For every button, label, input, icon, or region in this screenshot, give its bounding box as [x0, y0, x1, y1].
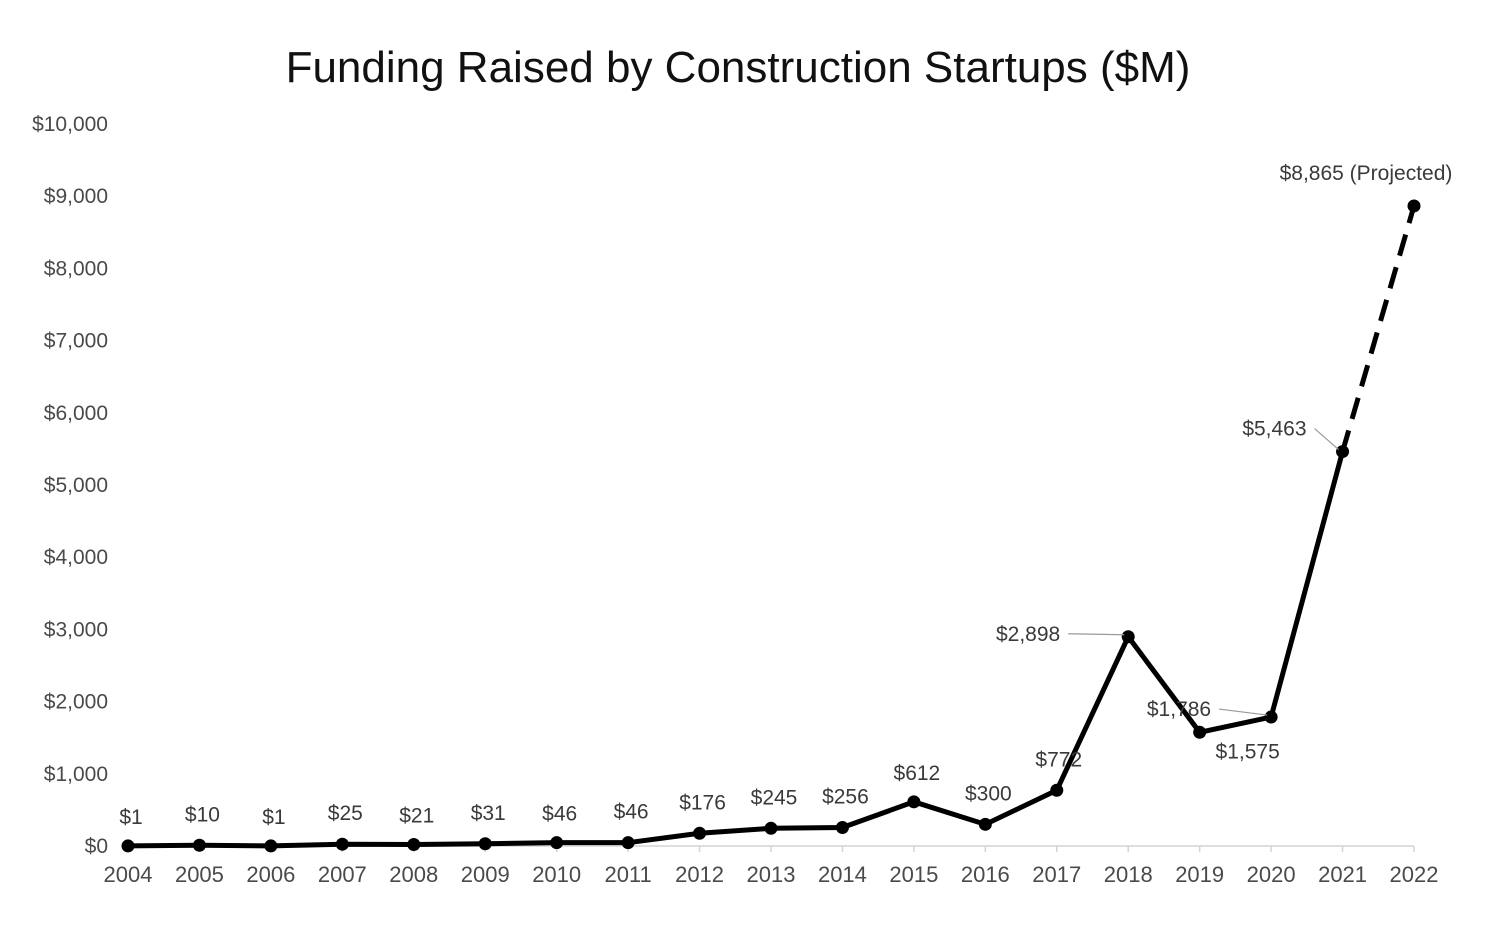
data-point	[1407, 199, 1421, 213]
y-tick-label: $2,000	[44, 691, 108, 714]
data-label-leader	[1314, 428, 1339, 451]
y-tick-label: $8,000	[44, 257, 108, 280]
data-point	[407, 837, 421, 851]
data-point	[978, 817, 992, 831]
y-tick-label: $4,000	[44, 546, 108, 569]
data-label-leader	[1068, 633, 1125, 636]
series-line-projected	[1340, 205, 1417, 453]
data-label: $1	[119, 806, 142, 829]
data-point	[835, 821, 849, 835]
data-point	[1121, 630, 1135, 644]
x-tick-label: 2006	[246, 862, 295, 887]
data-label: $300	[965, 782, 1012, 805]
x-tick-label: 2017	[1032, 862, 1081, 887]
data-point	[192, 838, 206, 852]
y-tick-label: $3,000	[44, 618, 108, 641]
data-label: $256	[822, 786, 869, 809]
data-label: $1	[262, 806, 285, 829]
y-axis: $0 $1,000 $2,000 $3,000 $4,000 $5,000 $6,000 $7…	[32, 113, 108, 858]
data-point	[1336, 445, 1350, 459]
x-axis: 2004 2005 2006 2007 2008 2009 2010 2011 2012 2013…	[104, 845, 1439, 887]
data-point	[693, 826, 707, 840]
data-label: $10	[185, 803, 220, 826]
data-label: $46	[542, 803, 577, 826]
x-tick-label: 2005	[175, 862, 224, 887]
data-label: $772	[1035, 748, 1082, 771]
x-tick-label: 2018	[1104, 862, 1153, 887]
data-label: $1,575	[1216, 740, 1280, 763]
data-point	[121, 839, 135, 853]
x-tick-label: 2020	[1247, 862, 1296, 887]
x-tick-label: 2010	[532, 862, 581, 887]
x-tick-label: 2022	[1390, 862, 1439, 887]
x-tick-label: 2004	[104, 862, 153, 887]
y-tick-label: $5,000	[44, 474, 108, 497]
series-line-actual	[127, 450, 1345, 849]
data-point	[764, 821, 778, 835]
data-point	[907, 795, 921, 809]
data-label: $25	[328, 802, 363, 825]
data-point	[478, 837, 492, 851]
data-label: $5,463	[1242, 418, 1306, 441]
data-point	[550, 836, 564, 850]
data-point	[1264, 710, 1278, 724]
x-tick-label: 2013	[747, 862, 796, 887]
data-label: $21	[399, 804, 434, 827]
data-point	[264, 839, 278, 853]
x-tick-label: 2014	[818, 862, 867, 887]
x-tick-label: 2015	[889, 862, 938, 887]
x-tick-label: 2008	[389, 862, 438, 887]
data-label: $245	[751, 786, 798, 809]
data-label: $8,865 (Projected)	[1280, 162, 1453, 185]
data-point	[1193, 725, 1207, 739]
x-tick-label: 2009	[461, 862, 510, 887]
data-label: $612	[894, 762, 941, 785]
data-label-leader	[1219, 708, 1268, 716]
data-label: $31	[471, 802, 506, 825]
y-tick-label: $10,000	[32, 113, 108, 136]
x-tick-label: 2011	[604, 862, 651, 887]
data-label: $1,786	[1147, 698, 1211, 721]
data-label: $2,898	[996, 623, 1060, 646]
data-labels: $1 $10 $1 $25 $21 $31 $46 $46 $176 $245 $256 $612 $3…	[119, 162, 1452, 829]
y-tick-label: $9,000	[44, 185, 108, 208]
series-funding	[121, 199, 1421, 853]
y-tick-label: $1,000	[44, 763, 108, 786]
y-tick-label: $0	[85, 835, 108, 858]
data-label: $176	[679, 791, 726, 814]
data-point	[335, 837, 349, 851]
x-tick-label: 2016	[961, 862, 1010, 887]
x-tick-label: 2019	[1175, 862, 1224, 887]
chart-title: Funding Raised by Construction Startups …	[286, 43, 1191, 92]
y-tick-label: $6,000	[44, 402, 108, 425]
x-tick-label: 2021	[1318, 862, 1367, 887]
data-label: $46	[614, 801, 649, 824]
data-point	[1050, 783, 1064, 797]
y-tick-label: $7,000	[44, 330, 108, 353]
x-tick-label: 2007	[318, 862, 367, 887]
data-point	[621, 836, 635, 850]
x-tick-label: 2012	[675, 862, 724, 887]
